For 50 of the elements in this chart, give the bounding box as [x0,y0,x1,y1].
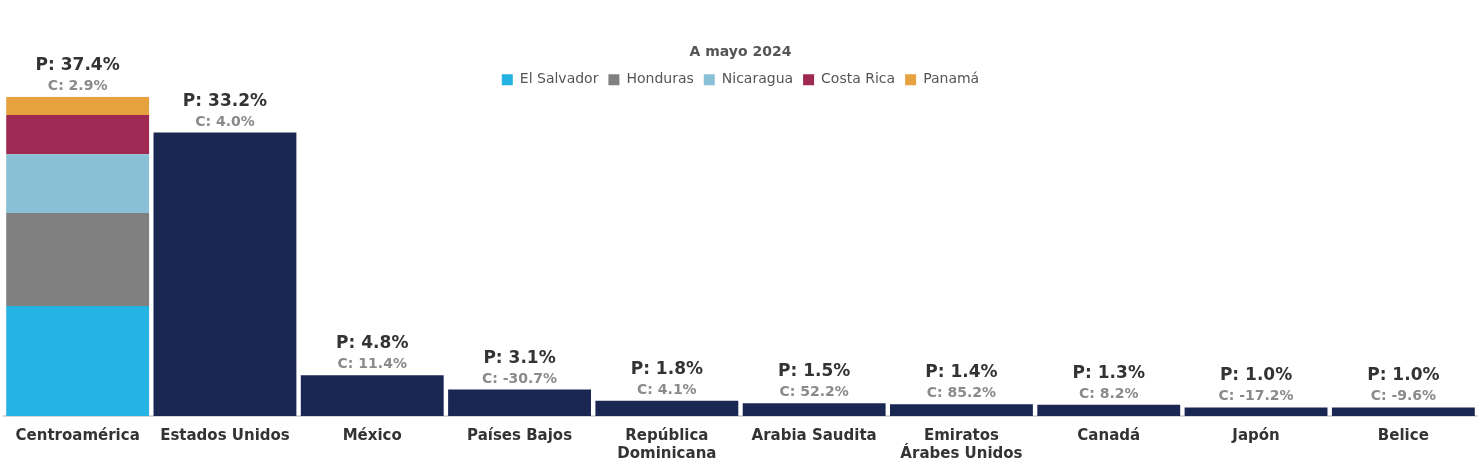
x-tick-label: Canadá [1077,425,1141,444]
bar [890,404,1033,416]
x-tick-label: República Dominicana [617,425,717,462]
annotation: P: 1.3% [1072,361,1145,382]
annotation: C: -30.7% [481,369,558,386]
x-tick-label: Centroamérica [15,425,140,444]
legend-label: Costa Rica [821,70,896,87]
annotation: C: -9.6% [1370,387,1437,404]
bar [6,305,150,416]
x-tick-label: Emiratos Árabes Unidos [900,425,1023,462]
x-tick-label: Belice [1377,425,1429,444]
bar [6,114,150,155]
bar [6,212,150,306]
annotation: P: 3.1% [483,346,556,367]
legend-label: El Salvador [519,70,599,87]
bar [595,400,739,416]
chart-title: A mayo 2024 [689,43,792,60]
annotation: C: 85.2% [926,384,997,401]
annotation: C: 4.0% [195,112,255,129]
bar [6,96,150,115]
annotation: P: 1.4% [925,361,998,382]
legend-label: Honduras [626,70,694,87]
annotation: P: 1.5% [777,360,851,381]
annotation: P: 33.2% [182,89,268,110]
x-tick-label: Países Bajos [467,425,573,444]
bar [1037,404,1181,416]
annotation: C: 52.2% [779,383,849,400]
annotation: C: -17.2% [1218,387,1294,404]
bar [1331,407,1475,416]
text: P: 37.4% [35,53,120,74]
legend-label: Nicaragua [721,70,794,87]
legend-label: Panamá [923,70,980,87]
bar [1184,407,1328,416]
annotation: P: 1.8% [630,357,704,378]
annotation: C: 8.2% [1078,384,1139,401]
annotation: P: 1.0% [1219,364,1293,385]
bar [6,154,150,213]
bar [742,403,886,416]
annotation: P: 1.0% [1367,364,1440,385]
x-tick-label: Estados Unidos [160,425,290,444]
annotation: C: 4.1% [637,380,697,397]
bar [448,389,591,416]
x-tick-label: México [342,425,402,444]
x-tick-label: Japón [1231,425,1280,444]
annotation: P: 4.8% [336,332,409,353]
text: C: 2.9% [47,76,108,93]
annotation: C: 11.4% [337,355,407,372]
x-tick-label: Arabia Saudita [751,425,877,444]
bar [300,375,444,416]
bar [153,132,297,416]
